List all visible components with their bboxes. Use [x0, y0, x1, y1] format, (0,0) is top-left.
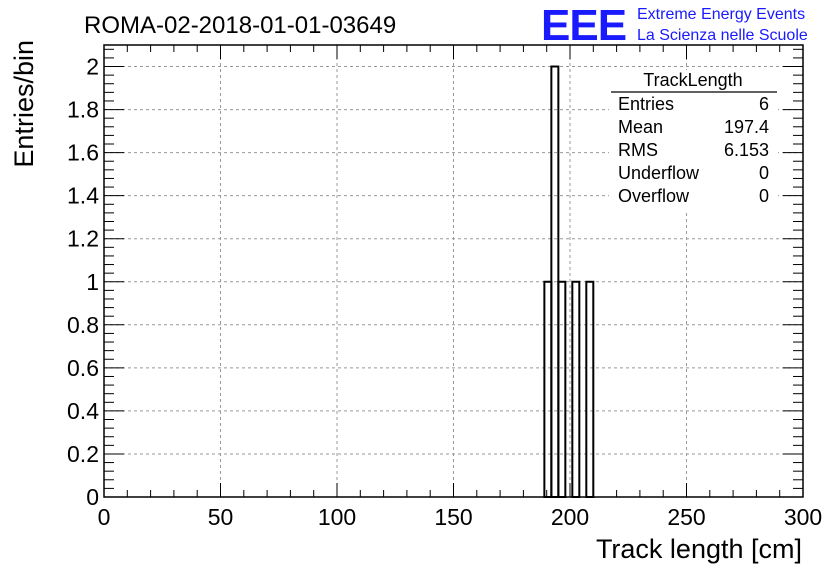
stats-row-value: 6.153: [724, 140, 769, 160]
stats-box-background: [609, 70, 778, 210]
y-axis-ticks: [104, 48, 803, 498]
stats-box: TrackLength Entries 6 Mean 197.4 RMS 6.153 Und…: [609, 70, 778, 210]
y-tick-label: 1.6: [67, 140, 99, 166]
logo-eee-text: EEE: [541, 1, 626, 50]
stats-row-label: Entries: [618, 94, 674, 114]
x-tick-label: 300: [784, 504, 822, 530]
y-tick-label: 0.8: [67, 312, 99, 338]
x-axis-tick-labels: 0 50 100 150 200 250 300: [98, 504, 823, 530]
x-tick-label: 100: [318, 504, 356, 530]
x-tick-label: 250: [667, 504, 705, 530]
x-tick-label: 200: [551, 504, 589, 530]
stats-row-label: Overflow: [618, 186, 690, 206]
y-tick-label: 0.2: [67, 441, 99, 467]
stats-row-label: Mean: [618, 117, 663, 137]
grid-lines: [104, 45, 803, 497]
x-axis-ticks: [103, 45, 804, 497]
y-tick-label: 1.8: [67, 97, 99, 123]
histogram-bar: [557, 280, 567, 498]
y-axis-label: Entries/bin: [9, 40, 39, 168]
stats-row-label: Underflow: [618, 163, 700, 183]
y-tick-label: 0.6: [67, 355, 99, 381]
logo-line-1: Extreme Energy Events: [637, 6, 805, 23]
stats-row-value: 0: [759, 186, 769, 206]
histogram-bar: [543, 280, 553, 498]
x-tick-label: 150: [434, 504, 472, 530]
y-tick-label: 2: [86, 54, 99, 80]
eee-logo: EEE Extreme Energy Events La Scienza nel…: [541, 1, 808, 50]
y-tick-label: 1.4: [67, 183, 99, 209]
y-tick-label: 1.2: [67, 226, 99, 252]
y-axis-tick-labels: 0 0.2 0.4 0.6 0.8 1 1.2 1.4 1.6 1.8 2: [67, 54, 99, 510]
y-tick-label: 0.4: [67, 398, 99, 424]
stats-box-title: TrackLength: [643, 70, 742, 90]
x-tick-label: 0: [98, 504, 111, 530]
y-tick-label: 0: [86, 484, 99, 510]
histogram-bar: [585, 280, 595, 498]
y-tick-label: 1: [86, 269, 99, 295]
logo-line-2: La Scienza nelle Scuole: [637, 27, 808, 44]
stats-box-rows: Entries 6 Mean 197.4 RMS 6.153 Underflow 0 Overf…: [618, 94, 769, 206]
stats-row-label: RMS: [618, 140, 658, 160]
run-title: ROMA-02-2018-01-01-03649: [84, 12, 396, 39]
x-tick-label: 50: [208, 504, 234, 530]
stats-row-value: 6: [759, 94, 769, 114]
stats-row-value: 0: [759, 163, 769, 183]
histogram-bar: [571, 280, 581, 498]
stats-row-value: 197.4: [724, 117, 769, 137]
x-axis-label: Track length [cm]: [596, 534, 802, 564]
